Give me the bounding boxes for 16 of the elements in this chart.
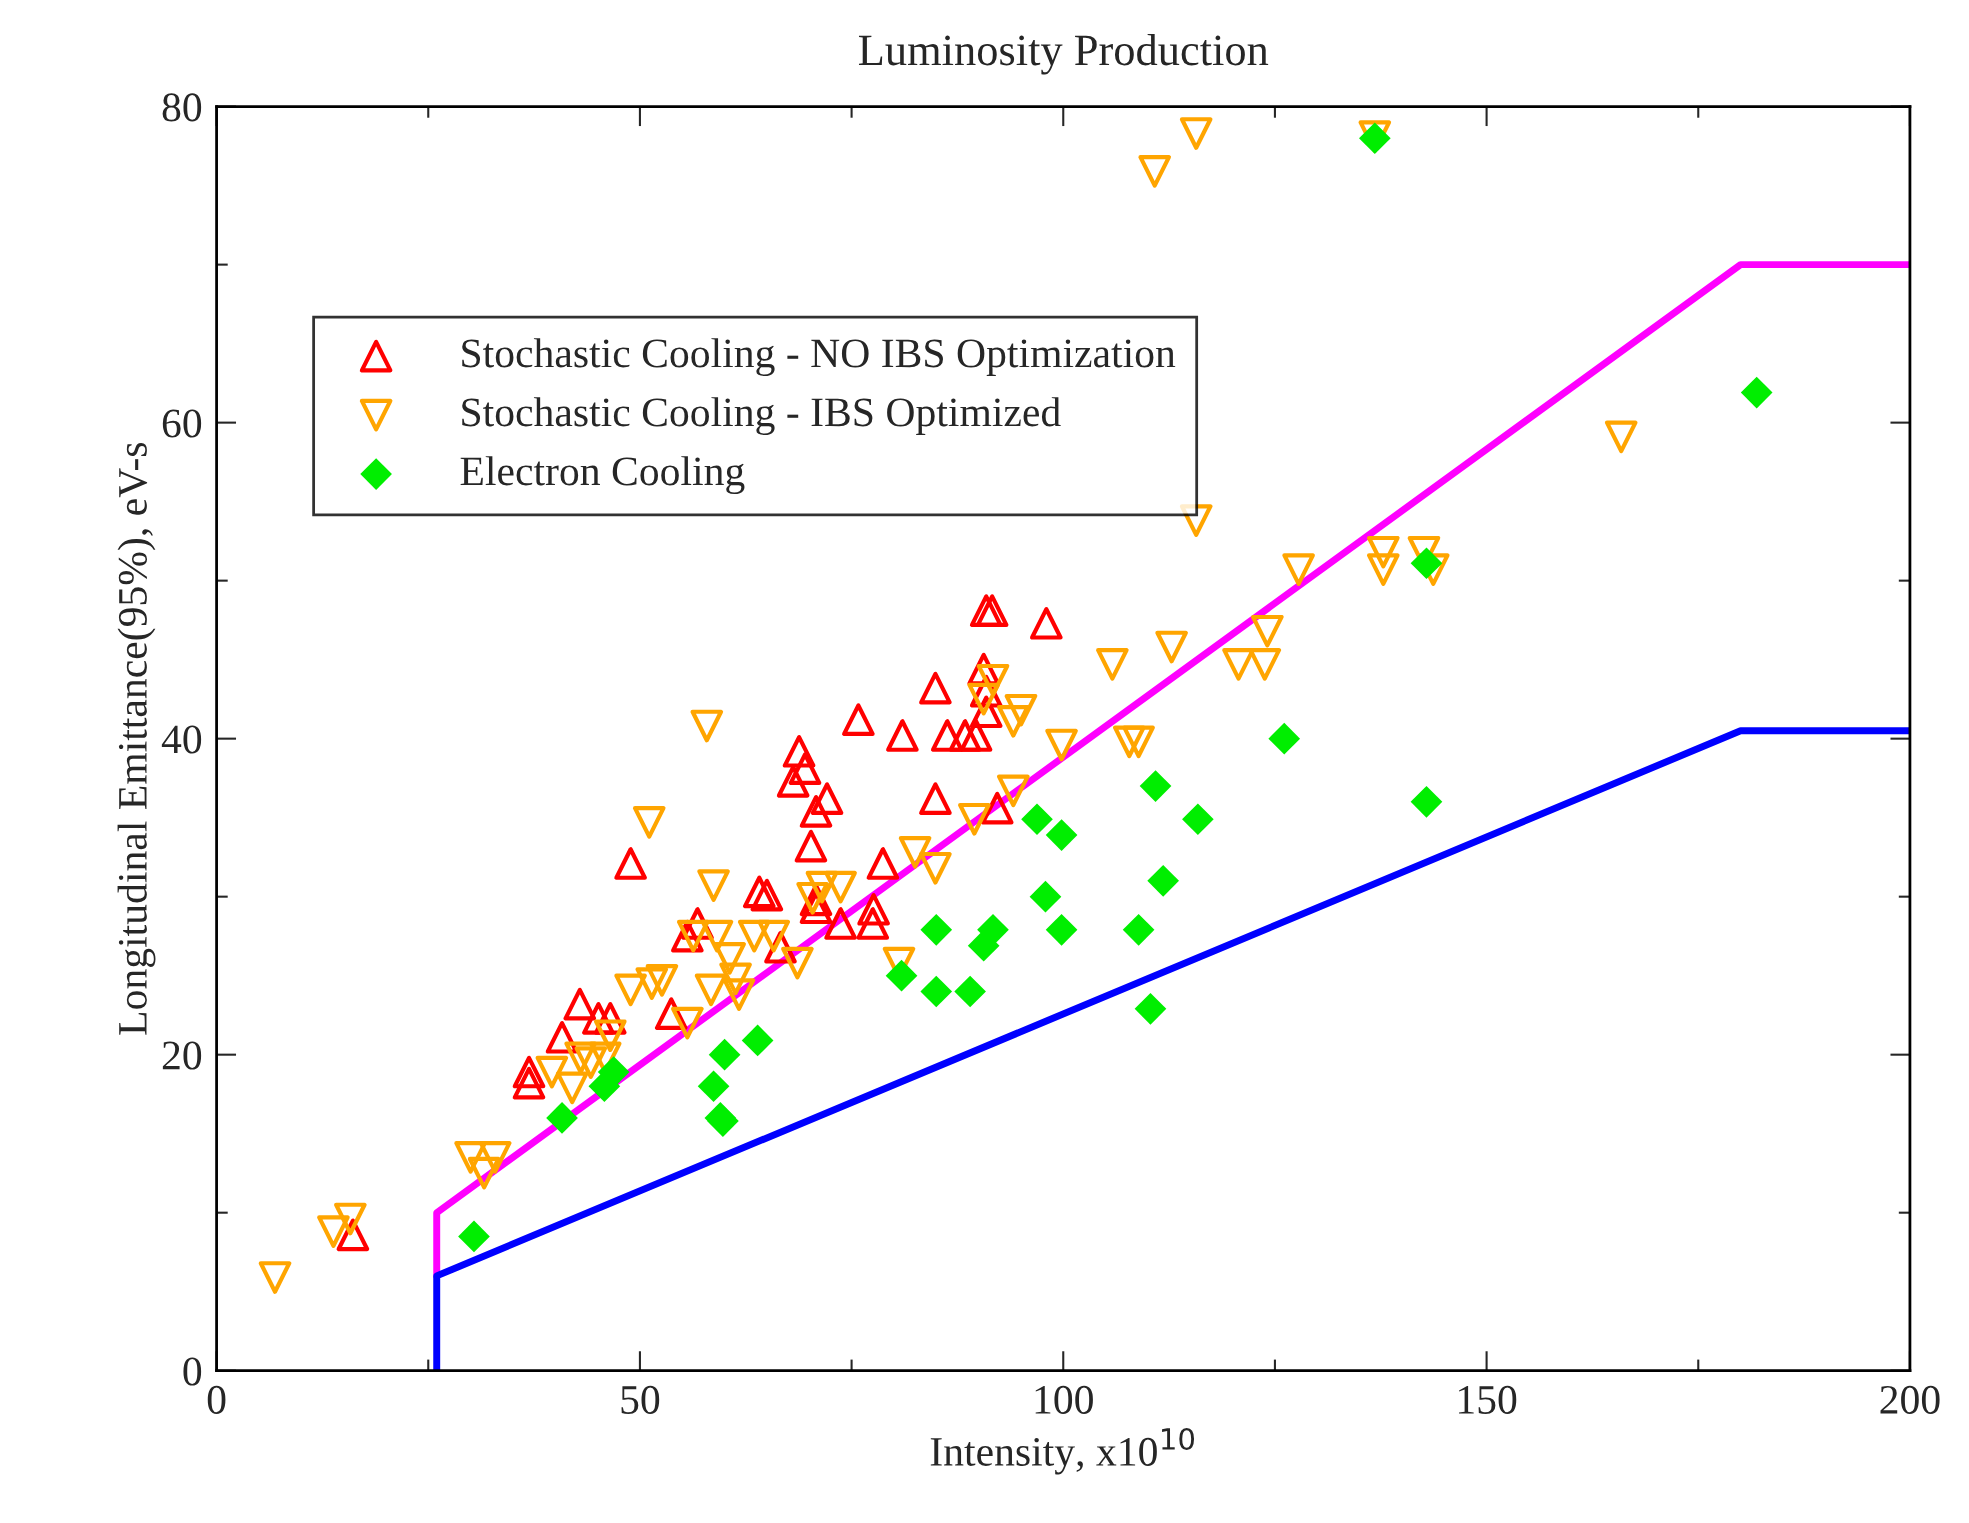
y-tick-label: 40 bbox=[161, 725, 202, 754]
y-tick-label: 80 bbox=[162, 93, 202, 122]
y-axis-title: Longitudinal Emittance(95%), eV-s bbox=[117, 442, 156, 1035]
x-tick-label: 100 bbox=[1035, 1385, 1093, 1414]
legend-label: Stochastic Cooling - NO IBS Optimization bbox=[462, 338, 1176, 377]
x-tick-label: 150 bbox=[1459, 1385, 1517, 1414]
x-axis-title: Intensity, x10$^{10}$ bbox=[930, 1427, 1195, 1475]
y-tick-label: 60 bbox=[162, 409, 202, 438]
y-tick-label: 20 bbox=[162, 1041, 202, 1070]
x-tick-label: 200 bbox=[1880, 1385, 1940, 1414]
chart-title: Luminosity Production bbox=[858, 34, 1269, 75]
x-tick-label: 50 bbox=[621, 1385, 660, 1414]
legend-label: Electron Cooling bbox=[460, 456, 745, 495]
y-tick-label: 0 bbox=[183, 1357, 202, 1386]
x-tick-label: 0 bbox=[207, 1385, 226, 1414]
legend-label: Stochastic Cooling - IBS Optimized bbox=[462, 397, 1061, 436]
